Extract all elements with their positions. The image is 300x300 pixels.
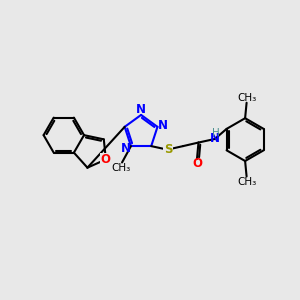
Text: O: O: [192, 158, 202, 170]
Text: N: N: [158, 119, 168, 132]
Text: CH₃: CH₃: [237, 176, 256, 187]
Text: S: S: [164, 143, 172, 156]
Text: N: N: [121, 142, 130, 155]
Text: CH₃: CH₃: [237, 93, 256, 103]
Text: N: N: [209, 132, 220, 145]
Text: N: N: [136, 103, 146, 116]
Text: CH₃: CH₃: [112, 163, 131, 172]
Text: H: H: [212, 128, 219, 138]
Text: O: O: [100, 153, 110, 166]
